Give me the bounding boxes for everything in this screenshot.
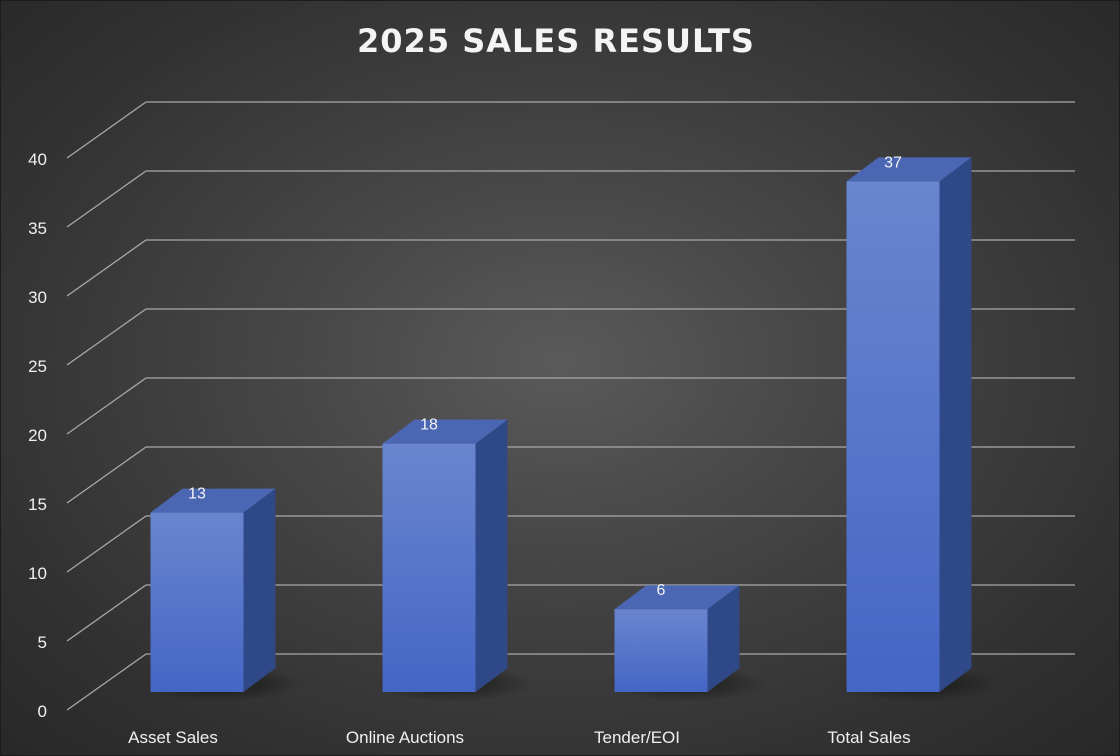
bar-top	[382, 419, 508, 444]
bar: 37	[836, 154, 998, 702]
y-tick-label: 10	[28, 564, 47, 583]
y-tick-label: 25	[28, 357, 47, 376]
bar-side	[939, 157, 972, 692]
grid-diagonal	[66, 170, 147, 228]
x-tick-label: Tender/EOI	[594, 728, 680, 747]
y-tick-label: 30	[28, 288, 47, 307]
bar-front	[150, 512, 244, 692]
grid-diagonal	[66, 308, 147, 366]
bar-side	[475, 419, 508, 692]
bar-front	[846, 181, 940, 692]
bar-front	[614, 609, 708, 692]
y-tick-label: 0	[38, 702, 47, 721]
data-label: 37	[884, 154, 902, 171]
grid-diagonal	[66, 584, 147, 642]
chart-title: 2025 SALES RESULTS	[357, 22, 755, 60]
grid-diagonal	[66, 515, 147, 573]
x-tick-label: Online Auctions	[346, 728, 464, 747]
bars: 13 18 6 37	[140, 154, 998, 702]
bar-top	[846, 157, 972, 182]
data-label: 13	[188, 486, 206, 503]
bar: 18	[372, 417, 534, 702]
grid-diagonal	[66, 446, 147, 504]
bar-top	[150, 488, 276, 513]
x-tick-label: Total Sales	[827, 728, 910, 747]
bar-top	[614, 585, 740, 610]
bar: 6	[604, 582, 766, 702]
data-label: 18	[420, 417, 438, 434]
bar-side	[243, 488, 276, 692]
grid-diagonal	[66, 239, 147, 297]
y-axis-ticks: 0 5 10 15 20 25 30 35 40	[28, 150, 47, 721]
y-tick-label: 20	[28, 426, 47, 445]
bar: 13	[140, 486, 302, 702]
x-axis-labels: Asset Sales Online Auctions Tender/EOI Tota…	[128, 728, 910, 747]
y-tick-label: 40	[28, 150, 47, 169]
grid-diagonal	[66, 377, 147, 435]
grid-diagonal	[66, 101, 147, 159]
y-tick-label: 35	[28, 219, 47, 238]
x-tick-label: Asset Sales	[128, 728, 218, 747]
bar-front	[382, 443, 476, 692]
grid-diagonal	[66, 653, 147, 711]
y-tick-label: 5	[38, 633, 47, 652]
bar-side	[707, 585, 740, 692]
y-tick-label: 15	[28, 495, 47, 514]
data-label: 6	[657, 582, 666, 599]
